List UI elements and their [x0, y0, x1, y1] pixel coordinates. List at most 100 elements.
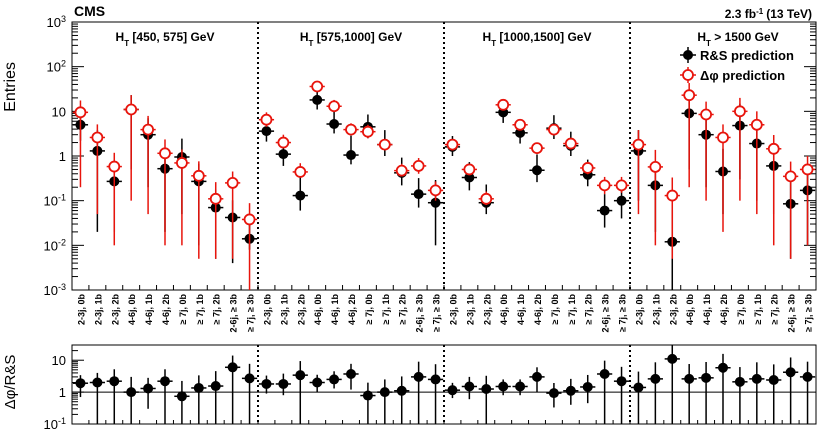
main-y-tick-exp: 2 [61, 59, 66, 69]
dphi-point [734, 105, 746, 118]
x-category-label: ≥ 7j, 2b [584, 294, 594, 325]
dphi-point [548, 123, 560, 136]
ratio-point [109, 376, 120, 387]
main-y-tick-label: 102 [47, 59, 66, 75]
ratio-point [802, 371, 813, 382]
dphi-point [345, 123, 357, 136]
x-category-label: ≥ 7j, ≥ 3b [246, 293, 256, 331]
main-y-tick-base: 10 [44, 283, 58, 298]
ratio-point [464, 381, 475, 392]
dphi-point [277, 136, 290, 149]
region-label-range: [575,1000] GeV [313, 30, 402, 44]
x-category-label: ≥ 7j, ≥ 3b [804, 293, 814, 331]
dphi-point [700, 108, 712, 121]
ratio-y-tick-label: 1 [59, 385, 66, 400]
ratio-point [582, 381, 593, 392]
ratio-point [667, 353, 678, 364]
ratio-point [312, 377, 323, 388]
main-y-axis-title: Entries [2, 62, 19, 112]
dphi-point [632, 138, 645, 151]
ratio-point [565, 385, 576, 396]
main-y-tick-base: 10 [52, 104, 66, 119]
x-category-label: 2-3j, 1b [651, 294, 661, 326]
region-label: HT > 1500 GeV [697, 30, 778, 48]
dphi-point [649, 161, 662, 173]
ratio-point [430, 374, 441, 385]
dphi-point [378, 138, 391, 151]
x-category-label: ≥ 7j, 1b [753, 294, 763, 325]
dphi-point [142, 123, 154, 136]
dphi-point [683, 89, 696, 102]
x-category-label: 4-6j, 1b [144, 294, 154, 326]
region-label-range: [1000,1500] GeV [496, 30, 591, 44]
ratio-point [160, 376, 170, 387]
ratio-point [92, 377, 103, 388]
region-label-sub: T [706, 39, 711, 48]
x-category-label: 4-6j, 1b [516, 294, 526, 326]
x-category-label: 2-3j, 2b [668, 294, 678, 326]
ratio-y-tick-base: 10 [52, 353, 66, 368]
dphi-point [294, 166, 307, 178]
x-category-label: 2-3j, 2b [296, 294, 306, 326]
x-category-label: ≥ 7j, 2b [212, 294, 222, 325]
ratio-point [701, 372, 712, 383]
x-category-label: 2-3j, 0b [448, 294, 458, 326]
lumi-exponent: -1 [756, 7, 764, 16]
lumi-label: 2.3 fb-1 (13 TeV) [725, 7, 812, 22]
dphi-point [581, 162, 594, 174]
ratio-point [278, 378, 289, 389]
ratio-point [633, 382, 644, 393]
ratio-point [261, 378, 272, 389]
rs-point [261, 126, 272, 137]
dphi-point [767, 142, 780, 155]
dphi-point [412, 160, 425, 172]
x-category-label: ≥ 7j, ≥ 3b [618, 293, 628, 331]
x-category-label: 4-6j, 0b [499, 294, 509, 326]
dphi-point [666, 189, 679, 202]
x-category-label: 2-6j, ≥ 3b [229, 293, 239, 332]
region-label-range: [450, 575] GeV [129, 30, 214, 44]
dphi-point [125, 103, 138, 116]
dphi-point [717, 131, 729, 144]
ratio-point [785, 367, 796, 378]
main-y-tick-base: 1 [59, 149, 66, 164]
ratio-point [244, 373, 255, 384]
x-category-label: 2-6j, ≥ 3b [415, 293, 425, 332]
ratio-point [346, 368, 356, 379]
x-category-label: ≥ 7j, 0b [364, 294, 374, 325]
ratio-point [734, 376, 745, 387]
dphi-point [598, 179, 611, 192]
region-label-var: H [697, 30, 706, 44]
rs-point [616, 195, 627, 206]
ratio-point [227, 362, 238, 373]
legend-dphi-marker [682, 69, 694, 81]
main-y-tick-label: 103 [47, 14, 66, 30]
x-axis-labels: 2-3j, 0b 2-3j, 1b 2-3j, 2b 4-6j, 0b 4-6j, 1b… [76, 293, 813, 332]
ratio-point [718, 362, 728, 373]
ratio-point [75, 378, 86, 389]
region-label-sub: T [491, 39, 496, 48]
rs-point [430, 197, 441, 208]
x-category-label: 4-6j, 0b [127, 294, 137, 326]
ratio-point [210, 381, 221, 392]
rs-point [515, 127, 526, 138]
dphi-point [446, 138, 459, 151]
region-label: HT [450, 575] GeV [116, 30, 215, 48]
main-y-tick-label: 10-2 [44, 237, 66, 253]
ratio-point [599, 368, 610, 379]
rs-point [329, 119, 340, 130]
region-label-sub: T [124, 39, 129, 48]
ratio-point [329, 374, 340, 385]
dphi-point [615, 179, 628, 192]
x-category-label: 2-3j, 0b [262, 294, 272, 326]
x-category-label: ≥ 7j, 1b [195, 294, 205, 325]
dphi-point [192, 169, 205, 182]
region-dividers [257, 22, 631, 424]
x-category-label: ≥ 7j, 0b [550, 294, 560, 325]
ratio-point [532, 371, 542, 382]
ratio-point [176, 391, 187, 402]
x-category-label: 2-3j, 2b [482, 294, 492, 326]
x-category-label: 2-3j, 0b [634, 294, 644, 326]
x-category-label: 2-3j, 0b [76, 294, 86, 326]
